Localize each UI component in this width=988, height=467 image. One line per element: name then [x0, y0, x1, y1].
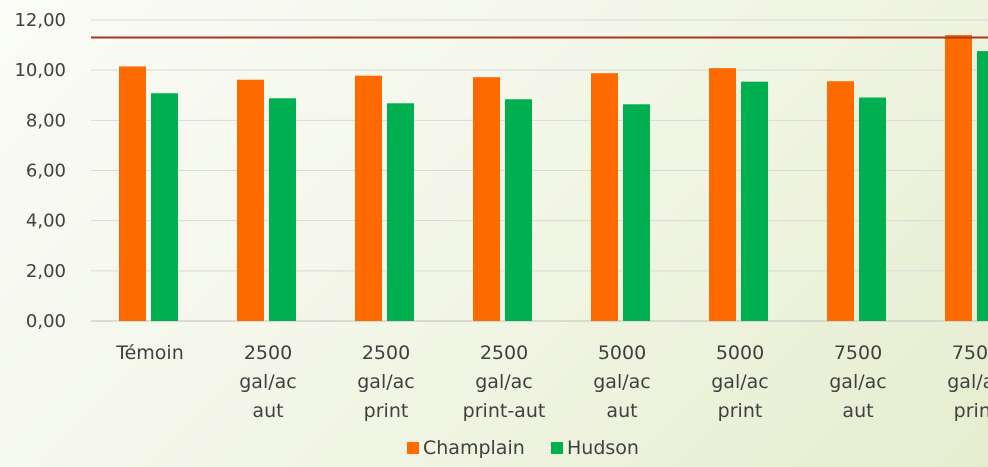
- bar-champlain: [119, 66, 146, 321]
- legend-label-hudson: Hudson: [567, 437, 639, 459]
- x-tick-label: 5000: [716, 342, 764, 364]
- x-tick-label: print: [954, 400, 988, 422]
- bar-champlain: [709, 68, 736, 321]
- legend: Champlain Hudson: [407, 437, 639, 459]
- x-tick-label: gal/ac: [711, 371, 768, 393]
- y-tick-label: 0,00: [26, 311, 66, 332]
- x-tick-label: aut: [842, 400, 873, 422]
- legend-label-champlain: Champlain: [423, 437, 525, 459]
- x-tick-label: aut: [252, 400, 283, 422]
- x-tick-label: aut: [606, 400, 637, 422]
- y-tick-label: 4,00: [26, 211, 66, 232]
- bar-hudson: [977, 51, 988, 321]
- y-axis: 0,00 2,00 4,00 6,00 8,00 10,00 12,00: [14, 10, 66, 332]
- x-axis: Témoin 2500 gal/ac aut 2500 gal/ac print 2500 ga…: [115, 342, 988, 422]
- bar-champlain: [473, 77, 500, 321]
- x-tick-label: 2500: [362, 342, 410, 364]
- bars: [119, 35, 988, 322]
- legend-swatch-champlain: [407, 442, 419, 454]
- x-tick-label: print: [364, 400, 409, 422]
- x-tick-label: Témoin: [115, 342, 184, 364]
- y-tick-label: 10,00: [14, 60, 66, 81]
- y-tick-label: 6,00: [26, 161, 66, 182]
- bar-hudson: [623, 104, 650, 321]
- bar-hudson: [151, 93, 178, 321]
- bar-champlain: [355, 75, 382, 321]
- bar-hudson: [387, 103, 414, 321]
- x-tick-label: 5000: [598, 342, 646, 364]
- bar-champlain: [591, 73, 618, 321]
- x-tick-label: 2500: [480, 342, 528, 364]
- bar-hudson: [505, 99, 532, 321]
- y-tick-label: 12,00: [14, 10, 66, 31]
- x-tick-label: gal/ac: [947, 371, 988, 393]
- x-tick-label: gal/ac: [239, 371, 296, 393]
- bar-champlain: [827, 81, 854, 321]
- bar-champlain: [945, 35, 972, 322]
- x-tick-label: 2500: [244, 342, 292, 364]
- x-tick-label: gal/ac: [829, 371, 886, 393]
- bar-champlain: [237, 79, 264, 321]
- bar-hudson: [859, 97, 886, 321]
- bar-hudson: [741, 81, 768, 321]
- x-tick-label: gal/ac: [593, 371, 650, 393]
- x-tick-label: gal/ac: [357, 371, 414, 393]
- y-tick-label: 8,00: [26, 110, 66, 131]
- x-tick-label: print-aut: [463, 400, 546, 422]
- legend-swatch-hudson: [551, 442, 563, 454]
- x-tick-label: print: [718, 400, 763, 422]
- x-tick-label: 7500: [952, 342, 988, 364]
- x-tick-label: 7500: [834, 342, 882, 364]
- y-tick-label: 2,00: [26, 261, 66, 282]
- bar-hudson: [269, 98, 296, 321]
- x-tick-label: gal/ac: [475, 371, 532, 393]
